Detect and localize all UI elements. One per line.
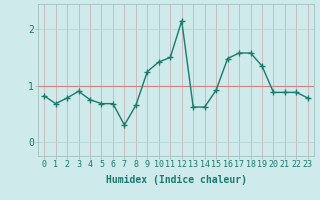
X-axis label: Humidex (Indice chaleur): Humidex (Indice chaleur)	[106, 175, 246, 185]
